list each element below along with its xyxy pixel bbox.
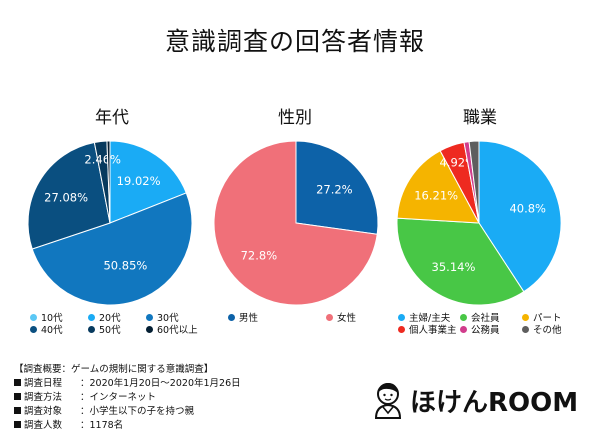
legend-label: 40代 <box>41 325 63 336</box>
survey-summary: 【調査概要：ゲームの規制に関する意識調査】 調査日程 ：2020年1月20日〜20… <box>14 363 241 433</box>
legend-dot <box>146 325 153 333</box>
legend-dot <box>522 313 529 321</box>
slice-label-2-1: 35.14% <box>432 260 476 274</box>
survey-row: 調査日程 ：2020年1月20日〜2020年1月26日 <box>14 377 241 391</box>
page-title: 意識調査の回答者情報 <box>164 27 425 56</box>
legend-dot <box>228 313 235 321</box>
slice-label-1-1: 72.8% <box>241 248 278 262</box>
legend-item: 50代 <box>88 322 121 336</box>
pie-slice-0-1 <box>109 140 187 224</box>
legend-label: 個人事業主 <box>409 325 457 336</box>
survey-key: 調査対象 <box>24 406 63 417</box>
legend-item: 会社員 <box>460 310 500 324</box>
slice-label-2-2: 16.21% <box>414 189 458 203</box>
chart-title-gender: 性別 <box>278 108 312 128</box>
survey-value: ：1178名 <box>80 420 124 431</box>
legend-item: 10代 <box>30 310 63 324</box>
legend-item: 40代 <box>30 322 63 336</box>
legend-label: 60代以上 <box>157 325 198 336</box>
survey-heading: 【調査概要：ゲームの規制に関する意識調査】 <box>14 364 214 375</box>
survey-row: 調査方法 ：インターネット <box>14 391 241 405</box>
slice-label-1-0: 27.2% <box>316 183 353 197</box>
legend-dot <box>30 325 37 333</box>
legend-label: その他 <box>533 325 562 336</box>
slice-label-0-3: 27.08% <box>44 190 88 204</box>
legend-item: 女性 <box>326 310 356 324</box>
legend-dot <box>522 325 529 333</box>
logo-text: ほけんROOM <box>410 387 579 418</box>
legend-dot <box>398 313 405 321</box>
pie-slice-0-5 <box>106 140 111 224</box>
legend-label: 主婦/主夫 <box>409 313 451 324</box>
legend-dot <box>326 313 333 321</box>
survey-value: ：インターネット <box>80 392 157 403</box>
pie-slice-2-5 <box>468 140 480 224</box>
pie-gender: 27.2% 72.8% <box>213 140 379 306</box>
pie-occupation: 40.8%35.14%16.21%4.92% <box>396 140 562 306</box>
legend-item: 60代以上 <box>146 322 198 336</box>
bullet-icon <box>14 379 21 386</box>
pie-slice-1-1 <box>213 140 378 306</box>
legend-item: 主婦/主夫 <box>398 310 450 324</box>
logo: ほけんROOM <box>370 378 578 422</box>
survey-key: 調査日程 <box>24 378 63 389</box>
bullet-icon <box>14 393 21 400</box>
survey-value: ：小学生以下の子を持つ親 <box>80 406 195 417</box>
legend-gender: 男性 女性 <box>228 310 408 338</box>
pie-slice-2-2 <box>396 150 480 224</box>
legend-item: その他 <box>522 322 562 336</box>
legend-dot <box>88 325 95 333</box>
survey-key: 調査方法 <box>24 392 63 403</box>
survey-key: 調査人数 <box>24 420 63 431</box>
legend-dot <box>460 313 467 321</box>
mascot-icon <box>374 383 402 419</box>
legend-label: 50代 <box>99 325 121 336</box>
legend-label: 公務員 <box>471 325 500 336</box>
slice-label-0-2: 50.85% <box>103 258 147 272</box>
survey-row: 調査人数 ：1178名 <box>14 419 241 433</box>
legend-label: 20代 <box>99 313 121 324</box>
legend-item: 個人事業主 <box>398 322 457 336</box>
legend-label: 会社員 <box>471 313 500 324</box>
legend-label: 30代 <box>157 313 179 324</box>
bullet-icon <box>14 421 21 428</box>
chart-title-occupation: 職業 <box>463 108 497 128</box>
pie-age: 19.02% 50.85% 27.08% 2.46% <box>27 140 193 306</box>
pie-slice-2-1 <box>396 217 525 306</box>
legend-item: 30代 <box>146 310 179 324</box>
legend-dot <box>30 313 37 321</box>
legend-age: 10代 20代 30代 40代 50代 60代以上 <box>30 310 210 338</box>
chart-title-age: 年代 <box>95 108 129 128</box>
legend-item: 男性 <box>228 310 258 324</box>
legend-item: 20代 <box>88 310 121 324</box>
legend-label: パート <box>533 313 562 324</box>
legend-dot <box>88 313 95 321</box>
slice-label-0-4: 2.46% <box>84 152 121 166</box>
legend-dot <box>146 313 153 321</box>
pie-slice-1-0 <box>295 140 379 235</box>
survey-value: ：2020年1月20日〜2020年1月26日 <box>80 378 241 389</box>
pie-slice-0-3 <box>27 141 111 250</box>
slice-label-2-0: 40.8% <box>509 202 546 216</box>
legend-item: パート <box>522 310 562 324</box>
pie-slice-0-2 <box>31 192 193 306</box>
legend-item: 公務員 <box>460 322 500 336</box>
bullet-icon <box>14 407 21 414</box>
legend-label: 10代 <box>41 313 63 324</box>
slice-label-0-1: 19.02% <box>117 174 161 188</box>
legend-dot <box>398 325 405 333</box>
legend-occupation: 主婦/主夫 会社員 パート個人事業主 公務員 その他 <box>398 310 588 338</box>
legend-dot <box>460 325 467 333</box>
legend-label: 女性 <box>337 313 357 324</box>
survey-row: 調査対象 ：小学生以下の子を持つ親 <box>14 405 241 419</box>
legend-label: 男性 <box>239 313 259 324</box>
